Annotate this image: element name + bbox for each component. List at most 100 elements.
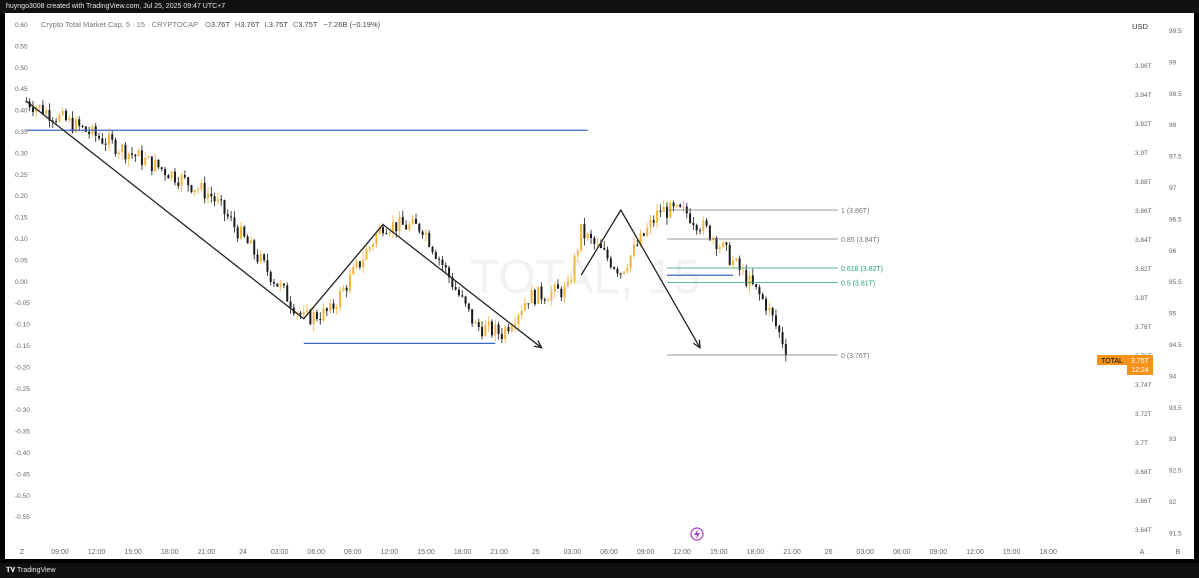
candle-body	[639, 233, 642, 246]
candle-body	[523, 303, 526, 311]
tradingview-logo-icon: 𝐓𝐕	[6, 567, 16, 574]
candle-body	[467, 303, 470, 310]
candle-body	[732, 260, 735, 265]
candle-body	[504, 327, 507, 339]
candle-body	[127, 153, 130, 160]
candle-body	[553, 284, 556, 292]
candle-body	[315, 312, 318, 320]
candle-body	[689, 213, 692, 223]
right-axis-2-tick: 92.5	[1169, 468, 1182, 475]
candle-body	[342, 287, 345, 291]
time-axis-tick: 15:00	[417, 549, 435, 556]
candle-body	[180, 175, 183, 186]
right-axis-2-tick: 99.5	[1169, 28, 1182, 35]
candle-body	[177, 182, 180, 186]
candle-body	[183, 175, 186, 178]
candle-body	[101, 138, 104, 144]
candle-body	[695, 225, 698, 231]
candle-body	[190, 185, 193, 192]
top-bar: huyngo3008 created with TradingView.com,…	[0, 0, 1199, 13]
right-axis-2-tick: 96	[1169, 248, 1177, 255]
candle-body	[230, 216, 233, 218]
candle-body	[378, 227, 381, 235]
fib-label: 0.5 (3.81T)	[841, 281, 875, 288]
candle-body	[490, 321, 493, 336]
left-axis-tick: -0.30	[15, 407, 30, 414]
candle-body	[41, 105, 44, 115]
time-axis-tick: 03:00	[271, 549, 289, 556]
currency-button[interactable]: USD	[1132, 22, 1148, 31]
close-value: 3.75T	[298, 20, 318, 29]
candle-body	[372, 244, 375, 247]
candle-body	[173, 171, 176, 183]
candle-body	[583, 223, 586, 239]
left-axis-tick: 0.35	[15, 129, 28, 136]
candle-body	[563, 285, 566, 298]
price-tag-value: 3.75T	[1131, 358, 1150, 365]
candle-body	[580, 223, 583, 251]
candle-body	[642, 233, 645, 236]
candle-body	[481, 326, 484, 337]
candle-body	[438, 258, 441, 260]
candle-body	[240, 226, 243, 239]
candle-body	[441, 259, 444, 266]
candle-body	[461, 295, 464, 297]
goto-button[interactable]: Z	[20, 549, 25, 556]
candle-body	[289, 301, 292, 308]
candle-body	[434, 252, 437, 259]
candle-body	[741, 269, 744, 271]
candle-body	[573, 255, 576, 281]
candle-body	[84, 126, 87, 132]
candle-body	[530, 289, 533, 304]
right-axis-2-tick: 94.5	[1169, 342, 1182, 349]
candle-body	[718, 247, 721, 249]
candle-body	[322, 308, 325, 321]
candle-body	[537, 286, 540, 305]
candle-body	[454, 287, 457, 290]
right-axis-secondary: 99.5 99 98.5 98 97.5 97 96.5 96 95.5 95 94.5 94 93.5…	[1169, 28, 1182, 537]
candle-body	[626, 267, 629, 272]
symbol-label: Crypto Total Market Cap, 5 · 15 · CRYPTO…	[41, 20, 198, 29]
close-label: C	[293, 20, 299, 29]
candle-body	[220, 199, 223, 201]
candle-body	[329, 303, 332, 311]
time-axis-tick: 03:00	[564, 549, 582, 556]
right-axis-2-tick: 98.5	[1169, 91, 1182, 98]
candle-body	[388, 232, 391, 234]
candle-body	[725, 242, 728, 245]
high-label: H	[235, 20, 240, 29]
candle-body	[702, 220, 705, 232]
candle-body	[226, 214, 229, 217]
price-tag: TOTAL 3.75T 12:24	[1097, 355, 1153, 375]
candle-body	[408, 224, 411, 230]
left-axis-tick: 0.55	[15, 43, 28, 50]
candle-body	[256, 254, 259, 262]
lightning-icon[interactable]	[690, 527, 704, 541]
candle-body	[448, 267, 451, 278]
candle-body	[167, 175, 170, 179]
tradingview-chart[interactable]: TOTAL, 15 Crypto Total Market Cap, 5 · 1…	[5, 13, 1194, 559]
right-axis-2-tick: 97	[1169, 185, 1177, 192]
fib-label: 0.618 (3.82T)	[841, 266, 883, 273]
candle-body	[65, 110, 67, 121]
candle-body	[474, 322, 477, 324]
open-value: 3.76T	[211, 20, 231, 29]
candle-body	[514, 323, 517, 327]
candle-body	[302, 312, 305, 315]
candle-body	[533, 289, 536, 305]
left-axis-tick: 0.50	[15, 65, 28, 72]
candle-body	[114, 139, 117, 155]
time-axis-tick: 25	[532, 549, 540, 556]
candle-body	[345, 287, 348, 291]
candle-body	[418, 223, 421, 232]
candle-body	[74, 119, 77, 132]
left-axis-tick: -0.10	[15, 322, 30, 329]
candle-body	[35, 107, 38, 112]
log-scale-button[interactable]: B	[1176, 549, 1181, 556]
candle-body	[375, 234, 378, 245]
candle-body	[325, 308, 328, 311]
auto-scale-button[interactable]: A	[1140, 549, 1145, 556]
candle-body	[312, 312, 315, 325]
candle-body	[692, 222, 695, 226]
time-axis-tick: 18:00	[1039, 549, 1057, 556]
